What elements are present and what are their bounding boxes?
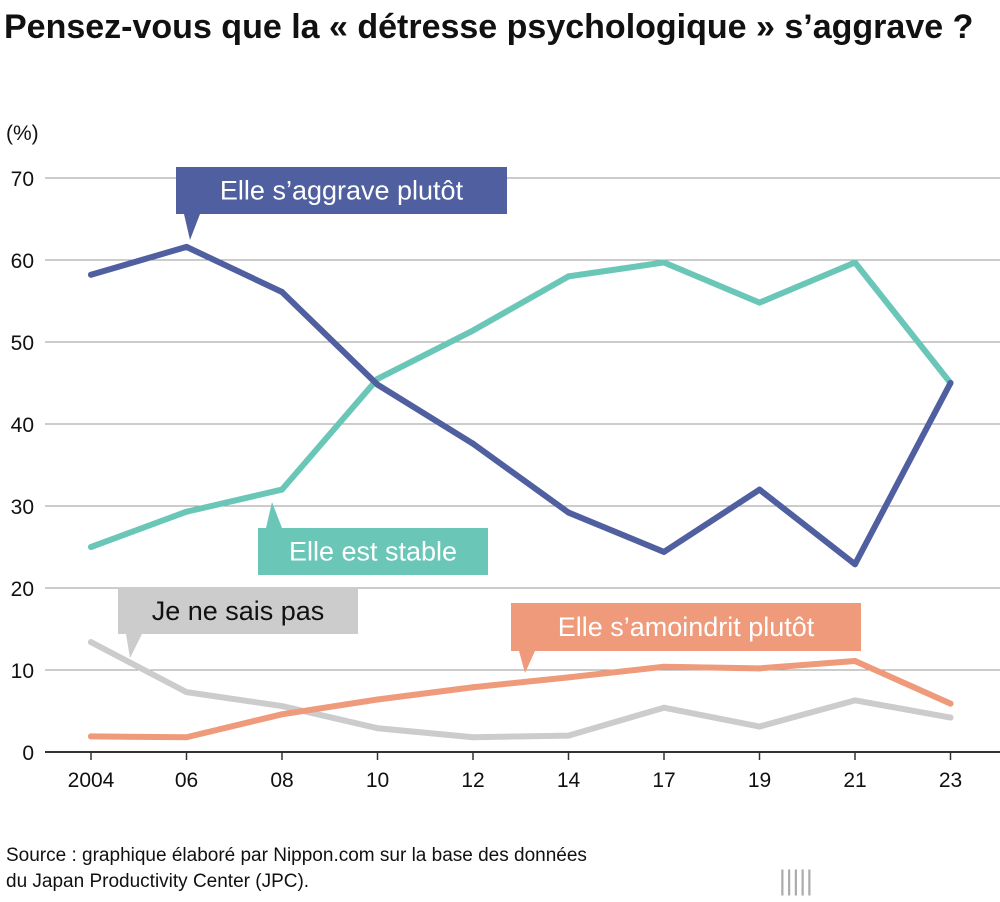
data-point	[374, 725, 381, 732]
series-line	[88, 259, 954, 550]
label-pointer	[266, 502, 282, 528]
data-point	[661, 663, 667, 670]
x-tick-label: 06	[175, 769, 198, 792]
source-line-1: Source : graphique élaboré par Nippon.co…	[6, 845, 587, 866]
x-tick-label: 14	[557, 769, 581, 792]
data-point	[88, 271, 94, 278]
data-point	[183, 689, 190, 696]
data-point	[565, 273, 572, 280]
series-label: Elle est stable	[289, 537, 457, 567]
data-point	[852, 561, 858, 568]
data-point	[661, 259, 667, 266]
data-point	[279, 711, 285, 718]
series-label-callout: Elle s’aggrave plutôt	[176, 167, 507, 240]
data-point	[565, 732, 572, 739]
label-box	[118, 588, 358, 634]
data-point	[756, 665, 763, 672]
data-point	[88, 544, 94, 550]
label-pointer	[519, 651, 535, 673]
x-tick-label: 17	[652, 769, 675, 792]
data-point	[183, 243, 190, 250]
data-point	[565, 674, 572, 681]
data-point	[470, 734, 476, 741]
data-point	[374, 696, 381, 703]
data-point	[279, 288, 285, 295]
y-axis-unit: (%)	[6, 122, 39, 145]
data-point	[852, 657, 858, 664]
data-point	[947, 380, 954, 386]
y-tick-label: 50	[11, 332, 34, 355]
y-tick-label: 0	[22, 742, 34, 765]
source-line-2: du Japan Productivity Center (JPC).	[6, 871, 310, 892]
data-point	[756, 486, 763, 493]
series-label-callout: Elle s’amoindrit plutôt	[511, 603, 861, 673]
nippon-logo: ||||| nippon.com	[778, 858, 1000, 902]
data-point	[279, 486, 285, 493]
series-2	[88, 639, 954, 741]
data-point	[661, 704, 667, 711]
data-point	[661, 548, 667, 555]
x-tick-label: 10	[366, 769, 389, 792]
series-line	[88, 639, 954, 741]
series-label: Elle s’amoindrit plutôt	[558, 612, 815, 642]
x-tick-label: 2004	[68, 769, 115, 792]
data-point	[852, 697, 858, 704]
series-0	[88, 243, 954, 568]
data-point	[756, 723, 763, 730]
data-point	[565, 509, 572, 516]
series-label-callout: Je ne sais pas	[118, 588, 358, 658]
data-point	[852, 259, 858, 266]
data-point	[374, 381, 381, 388]
source-note: Source : graphique élaboré par Nippon.co…	[6, 843, 587, 895]
label-pointer	[126, 634, 142, 658]
x-tick-label: 21	[843, 769, 866, 792]
y-tick-label: 30	[11, 496, 34, 519]
logo-suffix: com	[921, 898, 994, 902]
data-point	[183, 508, 190, 515]
y-tick-label: 20	[11, 578, 34, 601]
data-point	[88, 733, 94, 740]
series-label: Je ne sais pas	[152, 596, 325, 626]
data-point	[947, 714, 954, 721]
logo-bars-icon: |||||	[778, 866, 814, 896]
data-point	[756, 299, 763, 306]
data-point	[947, 700, 954, 707]
data-point	[183, 734, 190, 741]
label-box	[176, 167, 507, 214]
data-point	[470, 684, 476, 691]
x-tick-label: 08	[270, 769, 293, 792]
x-tick-label: 23	[939, 769, 962, 792]
x-tick-label: 19	[748, 769, 771, 792]
series-label-callout: Elle est stable	[258, 502, 488, 575]
series-label: Elle s’aggrave plutôt	[220, 176, 464, 206]
data-point	[470, 440, 476, 447]
y-tick-label: 40	[11, 414, 34, 437]
x-tick-label: 12	[461, 769, 484, 792]
series-line	[88, 243, 954, 568]
series-3	[88, 657, 954, 741]
label-pointer	[184, 214, 200, 240]
chart-title: Pensez-vous que la « détresse psychologi…	[4, 8, 974, 46]
label-box	[511, 603, 861, 651]
data-point	[279, 703, 285, 710]
data-point	[88, 639, 94, 646]
logo-main: nippon	[778, 898, 910, 902]
data-point	[470, 327, 476, 334]
y-tick-label: 10	[11, 660, 34, 683]
logo-dot: .	[910, 898, 921, 902]
y-tick-label: 60	[11, 250, 34, 273]
series-line	[88, 657, 954, 741]
label-box	[258, 528, 488, 575]
y-tick-label: 70	[11, 168, 34, 191]
